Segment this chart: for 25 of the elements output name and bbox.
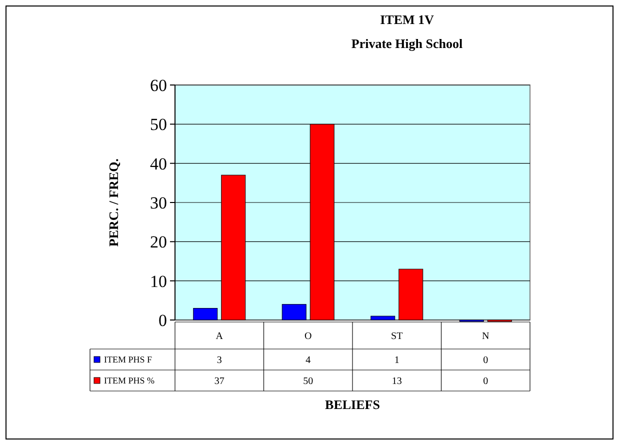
y-tick-label: 20: [150, 232, 167, 252]
data-label: 1: [394, 355, 400, 366]
data-label: 13: [392, 376, 402, 387]
chart-subtitle: Private High School: [351, 36, 463, 51]
data-label: 37: [214, 376, 224, 387]
data-label: 4: [306, 355, 311, 366]
x-tick-label: ST: [391, 331, 403, 342]
y-tick-label: 40: [150, 154, 167, 174]
x-tick-label: A: [216, 331, 224, 342]
x-axis-title: BELIEFS: [325, 397, 380, 412]
y-tick-label: 50: [150, 115, 167, 134]
y-tick-label: 10: [150, 272, 167, 291]
y-tick-label: 30: [150, 193, 167, 212]
legend-label: ITEM PHS %: [104, 376, 156, 386]
legend-label: ITEM PHS F: [104, 354, 152, 365]
data-label: 0: [483, 376, 488, 387]
x-tick-label: O: [304, 331, 312, 342]
chart-title: ITEM 1V: [380, 12, 435, 27]
y-tick-label: 0: [158, 310, 167, 330]
data-label: 3: [216, 355, 222, 366]
y-tick-label: 60: [150, 76, 167, 95]
y-axis-title: PERC. / FREQ.: [106, 158, 121, 247]
x-tick-label: N: [482, 331, 490, 342]
data-label: 50: [303, 376, 314, 387]
data-label: 0: [483, 355, 488, 366]
